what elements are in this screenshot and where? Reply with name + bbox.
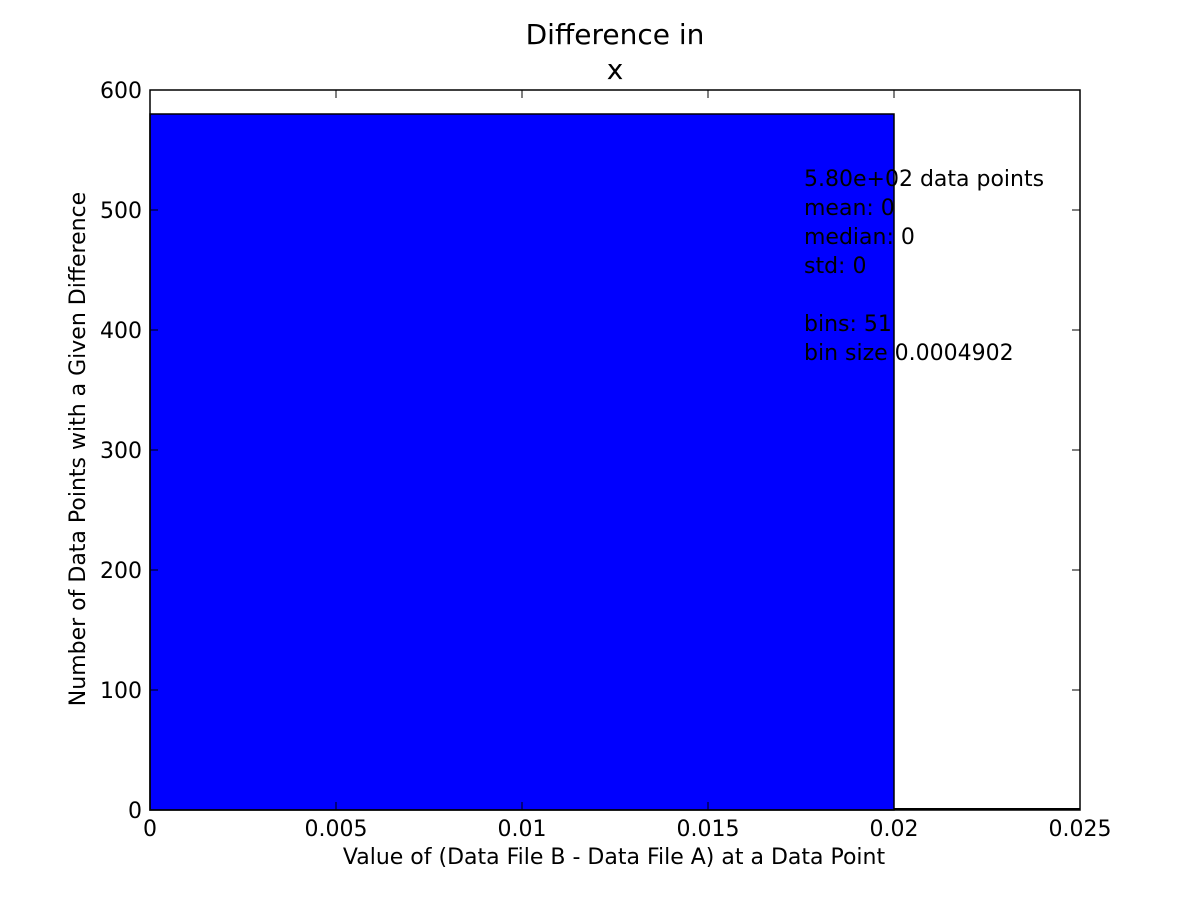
y-tick-label: 100 [100,679,142,704]
y-tick-label: 200 [100,559,142,584]
x-axis-label: Value of (Data File B - Data File A) at … [343,845,886,870]
stats-annotation-line: median: 0 [804,225,915,250]
y-tick-label: 300 [100,439,142,464]
y-axis-label: Number of Data Points with a Given Diffe… [66,192,91,706]
x-tick-label: 0 [143,817,157,842]
stats-annotation: 5.80e+02 data points mean: 0 median: 0 std:… [804,167,1044,366]
chart-title-line-2: x [607,53,624,86]
stats-annotation-line: bin size 0.0004902 [804,341,1014,366]
stats-annotation-line: std: 0 [804,254,866,279]
stats-annotation-line: mean: 0 [804,196,895,221]
ticks-layer: 0 0.005 0.01 0.015 0.02 0.025 0 100 200 300 400 500… [100,79,1111,842]
chart-title-line-1: Difference in [526,18,705,51]
x-tick-label: 0.02 [870,817,919,842]
x-tick-label: 0.005 [305,817,368,842]
y-tick-label: 0 [128,799,142,824]
bars-layer [149,113,1080,811]
histogram-bar [149,113,895,811]
y-tick-label: 500 [100,199,142,224]
x-tick-label: 0.015 [677,817,740,842]
stats-annotation-line: bins: 51 [804,312,892,337]
y-tick-label: 600 [100,79,142,104]
stats-annotation-line: 5.80e+02 data points [804,167,1044,192]
x-tick-label: 0.025 [1049,817,1112,842]
y-tick-label: 400 [100,319,142,344]
x-tick-label: 0.01 [498,817,547,842]
